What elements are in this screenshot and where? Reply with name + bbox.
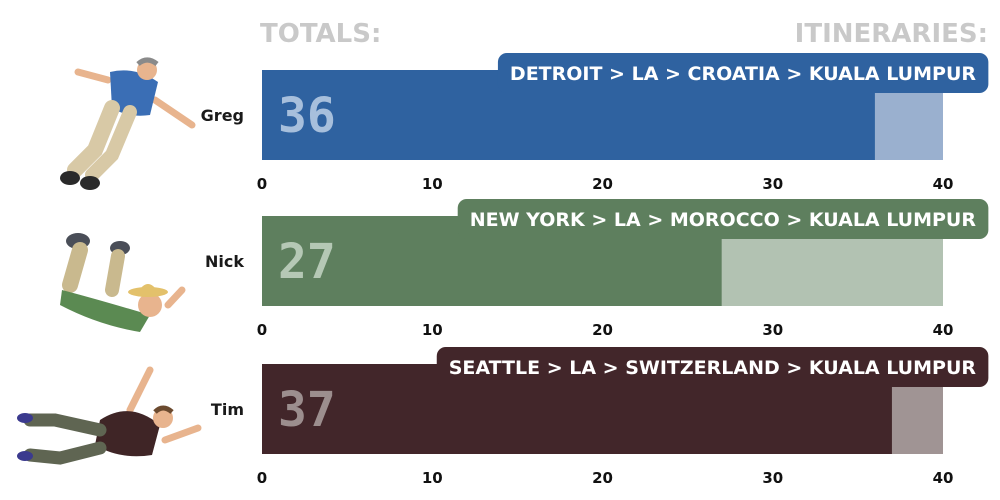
itinerary-label: SEATTLE > LA > SWITZERLAND > KUALA LUMPU… <box>449 357 977 379</box>
bar-value-label: 27 <box>278 234 336 290</box>
bar-value-label: 37 <box>278 382 336 438</box>
x-tick-label: 30 <box>762 175 783 193</box>
itinerary-label: DETROIT > LA > CROATIA > KUALA LUMPUR <box>510 63 976 85</box>
x-tick-label: 40 <box>933 175 954 193</box>
person-name: Greg <box>201 106 244 125</box>
bar-row-greg: 36 Greg DETROIT > LA > CROATIA > KUALA LUM… <box>201 53 989 193</box>
x-tick-label: 0 <box>257 321 267 339</box>
itinerary-label: NEW YORK > LA > MOROCCO > KUALA LUMPUR <box>470 209 977 231</box>
x-tick-label: 0 <box>257 175 267 193</box>
bar-value-label: 36 <box>278 88 336 144</box>
x-tick-label: 10 <box>422 175 443 193</box>
x-tick-label: 40 <box>933 321 954 339</box>
itinerary-pill <box>497 53 989 93</box>
bar-row-nick: 27 Nick NEW YORK > LA > MOROCCO > KUALA LU… <box>205 199 989 339</box>
bar-row-tim: 37 Tim SEATTLE > LA > SWITZERLAND > KUALA … <box>211 347 989 487</box>
person-name: Nick <box>205 252 244 271</box>
person-name: Tim <box>211 400 244 419</box>
nick-illustration <box>60 233 186 332</box>
x-tick-label: 10 <box>422 321 443 339</box>
x-tick-label: 20 <box>592 321 613 339</box>
tim-illustration <box>17 366 202 465</box>
x-tick-label: 0 <box>257 469 267 487</box>
totals-header: TOTALS: <box>260 19 381 49</box>
itineraries-header: ITINERARIES: <box>795 19 988 49</box>
x-tick-label: 20 <box>592 469 613 487</box>
x-tick-label: 30 <box>762 321 783 339</box>
itinerary-pill <box>436 347 989 387</box>
x-tick-label: 20 <box>592 175 613 193</box>
x-tick-label: 10 <box>422 469 443 487</box>
greg-illustration <box>60 57 196 190</box>
x-tick-label: 40 <box>933 469 954 487</box>
x-tick-label: 30 <box>762 469 783 487</box>
itinerary-pill <box>457 199 989 239</box>
